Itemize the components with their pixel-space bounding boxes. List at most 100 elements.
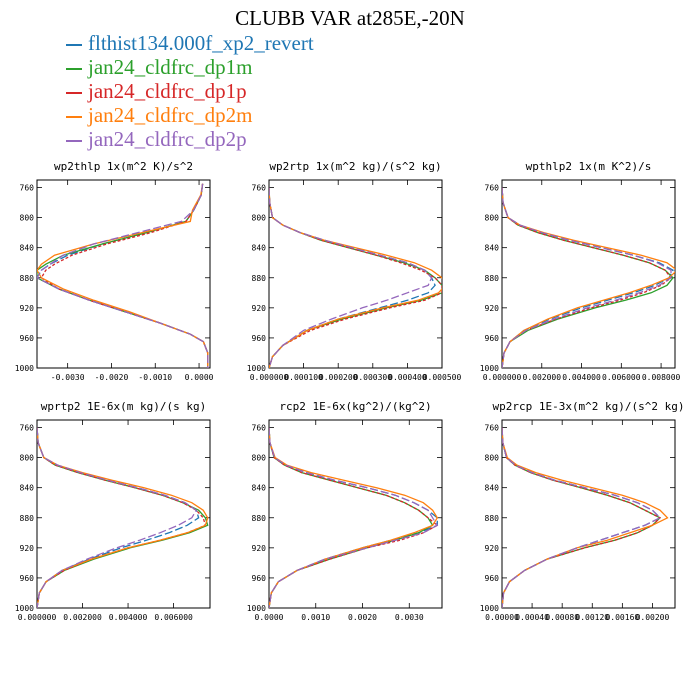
legend-label: jan24_cldfrc_dp1m bbox=[88, 55, 253, 79]
y-tick-label: 880 bbox=[20, 274, 35, 283]
x-tick-label: 0.000400 bbox=[388, 373, 427, 382]
series-line bbox=[502, 187, 672, 368]
y-tick-label: 800 bbox=[252, 454, 267, 463]
y-tick-label: 840 bbox=[252, 484, 267, 493]
y-tick-label: 880 bbox=[252, 274, 267, 283]
x-tick-label: 0.00120 bbox=[575, 613, 609, 622]
series-line bbox=[269, 427, 439, 608]
y-tick-label: 1000 bbox=[247, 364, 266, 373]
x-tick-label: 0.00080 bbox=[545, 613, 579, 622]
series-line bbox=[269, 427, 434, 608]
series-line bbox=[37, 427, 209, 608]
x-tick-label: 0.004000 bbox=[562, 373, 601, 382]
x-tick-label: 0.00040 bbox=[515, 613, 549, 622]
legend-swatch bbox=[66, 68, 82, 71]
legend-swatch bbox=[66, 92, 82, 95]
y-tick-label: 1000 bbox=[247, 604, 266, 613]
series-line bbox=[37, 183, 209, 368]
legend-swatch bbox=[66, 140, 82, 143]
series-line bbox=[37, 427, 200, 608]
plot-frame bbox=[268, 179, 443, 369]
x-tick-label: 0.0000 bbox=[185, 373, 214, 382]
y-tick-label: 1000 bbox=[15, 604, 34, 613]
chart-panel: wprtp2 1E-6x(m kg)/(s kg) 760 800 840 880 920… bbox=[15, 400, 211, 622]
series-line bbox=[502, 427, 662, 608]
series-line bbox=[502, 427, 669, 608]
x-tick-label: 0.0030 bbox=[395, 613, 424, 622]
plot-frame bbox=[501, 419, 676, 609]
x-tick-label: 0.00160 bbox=[605, 613, 639, 622]
series-line bbox=[269, 187, 442, 368]
series-line bbox=[502, 187, 672, 368]
series-line bbox=[37, 427, 209, 608]
x-tick-label: 0.0020 bbox=[348, 613, 377, 622]
series-line bbox=[37, 183, 209, 368]
y-tick-label: 760 bbox=[20, 424, 35, 433]
legend-label: jan24_cldfrc_dp1p bbox=[88, 79, 247, 103]
x-tick-label: -0.0030 bbox=[51, 373, 85, 382]
x-tick-label: -0.0010 bbox=[138, 373, 172, 382]
series-line bbox=[502, 427, 662, 608]
y-tick-label: 760 bbox=[252, 424, 267, 433]
x-tick-label: 0.006000 bbox=[154, 613, 193, 622]
y-tick-label: 920 bbox=[252, 544, 267, 553]
x-tick-label: 0.000100 bbox=[284, 373, 323, 382]
x-tick-label: 0.000000 bbox=[18, 613, 57, 622]
legend-item: jan24_cldfrc_dp2m bbox=[66, 103, 314, 127]
plot-frame bbox=[36, 419, 211, 609]
chart-panel: wp2rtp 1x(m^2 kg)/(s^2 kg) 760 800 840 880 92… bbox=[247, 160, 462, 382]
y-tick-label: 840 bbox=[252, 244, 267, 253]
plot-frame bbox=[501, 179, 676, 369]
y-tick-label: 960 bbox=[20, 574, 35, 583]
series-line bbox=[37, 427, 207, 608]
y-tick-label: 960 bbox=[252, 574, 267, 583]
chart-panel: wp2rcp 1E-3x(m^2 kg)/(s^2 kg) 760 800 840 88… bbox=[480, 400, 685, 622]
series-line bbox=[37, 183, 209, 368]
x-tick-label: 0.000200 bbox=[319, 373, 358, 382]
series-line bbox=[269, 187, 436, 368]
series-line bbox=[269, 187, 433, 368]
y-tick-label: 960 bbox=[485, 574, 500, 583]
series-line bbox=[502, 427, 662, 608]
series-line bbox=[269, 187, 442, 368]
panel-title: wp2rtp 1x(m^2 kg)/(s^2 kg) bbox=[269, 160, 441, 173]
legend-item: flthist134.000f_xp2_revert bbox=[66, 31, 314, 55]
y-tick-label: 760 bbox=[485, 424, 500, 433]
y-tick-label: 920 bbox=[252, 304, 267, 313]
series-line bbox=[502, 187, 674, 368]
y-tick-label: 840 bbox=[485, 244, 500, 253]
panel-title: wp2rcp 1E-3x(m^2 kg)/(s^2 kg) bbox=[492, 400, 684, 413]
plot-frame bbox=[268, 419, 443, 609]
y-tick-label: 920 bbox=[485, 544, 500, 553]
y-tick-label: 800 bbox=[20, 214, 35, 223]
y-tick-label: 1000 bbox=[480, 364, 499, 373]
y-tick-label: 840 bbox=[20, 484, 35, 493]
y-tick-label: 920 bbox=[20, 304, 35, 313]
series-line bbox=[269, 187, 442, 368]
panel-title: rcp2 1E-6x(kg^2)/(kg^2) bbox=[279, 400, 431, 413]
legend-swatch bbox=[66, 116, 82, 119]
x-tick-label: 0.002000 bbox=[63, 613, 102, 622]
series-line bbox=[37, 427, 198, 608]
panel-title: wprtp2 1E-6x(m kg)/(s kg) bbox=[41, 400, 207, 413]
y-tick-label: 960 bbox=[20, 334, 35, 343]
x-tick-label: 0.000300 bbox=[354, 373, 393, 382]
series-line bbox=[502, 187, 675, 368]
x-tick-label: 0.008000 bbox=[642, 373, 681, 382]
y-tick-label: 760 bbox=[485, 184, 500, 193]
y-tick-label: 880 bbox=[252, 514, 267, 523]
chart-panel: wp2thlp 1x(m^2 K)/s^2 760 800 840 880 920 960 1… bbox=[15, 160, 214, 382]
y-tick-label: 880 bbox=[20, 514, 35, 523]
plot-frame bbox=[36, 179, 211, 369]
legend: flthist134.000f_xp2_revert jan24_cldfrc_d… bbox=[66, 31, 314, 151]
x-tick-label: 0.000000 bbox=[250, 373, 289, 382]
x-tick-label: 0.000000 bbox=[483, 373, 522, 382]
y-tick-label: 960 bbox=[252, 334, 267, 343]
x-tick-label: 0.004000 bbox=[109, 613, 148, 622]
series-line bbox=[37, 183, 209, 368]
series-line bbox=[269, 427, 438, 608]
figure-title: CLUBB VAR at285E,-20N bbox=[235, 6, 465, 30]
y-tick-label: 800 bbox=[20, 454, 35, 463]
legend-label: jan24_cldfrc_dp2p bbox=[88, 127, 247, 151]
x-tick-label: 0.00200 bbox=[636, 613, 670, 622]
